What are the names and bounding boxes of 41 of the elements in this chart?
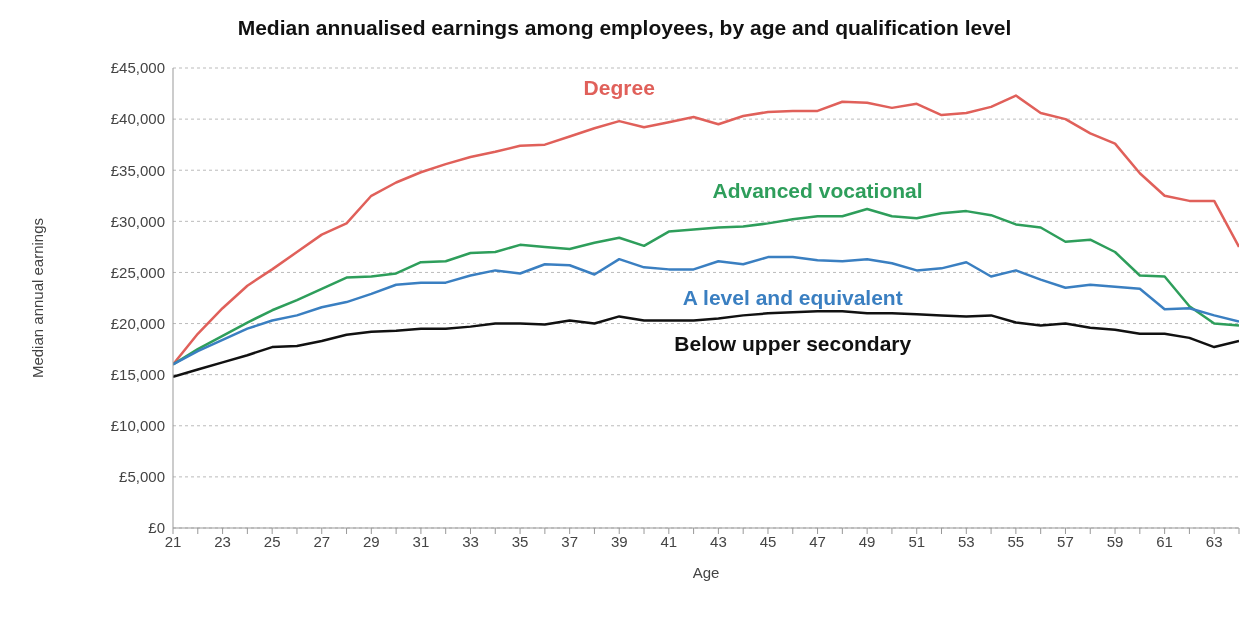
series-label: Below upper secondary bbox=[674, 332, 912, 356]
x-tick-label: 61 bbox=[1156, 532, 1173, 550]
x-tick-label: 47 bbox=[809, 532, 826, 550]
x-tick-label: 27 bbox=[313, 532, 331, 550]
y-tick-label: £25,000 bbox=[110, 263, 165, 281]
x-tick-label: 33 bbox=[462, 532, 479, 550]
line-series bbox=[173, 310, 1239, 378]
x-tick-label: 25 bbox=[263, 532, 281, 550]
x-tick-label: 49 bbox=[858, 532, 876, 550]
x-tick-label: 23 bbox=[214, 532, 231, 550]
x-tick-label: 53 bbox=[957, 532, 975, 550]
x-tick-label: 35 bbox=[511, 532, 529, 550]
y-tick-label: £20,000 bbox=[110, 314, 165, 332]
x-tick-label: 31 bbox=[412, 532, 430, 550]
x-tick-label: 59 bbox=[1106, 532, 1124, 550]
x-tick-label: 45 bbox=[759, 532, 777, 550]
y-tick-label: £40,000 bbox=[110, 110, 165, 128]
x-tick-label: 29 bbox=[362, 532, 380, 550]
x-tick-label: 39 bbox=[610, 532, 628, 550]
x-axis-title: Age bbox=[692, 564, 720, 581]
x-tick-label: 37 bbox=[561, 532, 578, 550]
series-label: Advanced vocational bbox=[712, 178, 923, 203]
y-axis-title: Median annual earnings bbox=[29, 217, 47, 379]
y-tick-label: £15,000 bbox=[110, 365, 165, 383]
y-tick-label: £35,000 bbox=[110, 161, 165, 179]
x-tick-label: 21 bbox=[164, 532, 182, 550]
y-tick-label: £45,000 bbox=[110, 59, 165, 77]
y-tick-label: £5,000 bbox=[119, 468, 165, 486]
x-tick-label: 43 bbox=[710, 532, 727, 550]
x-tick-label: 55 bbox=[1007, 532, 1025, 550]
x-tick-label: 63 bbox=[1205, 532, 1223, 550]
y-tick-label: £30,000 bbox=[110, 212, 165, 230]
x-tick-label: 51 bbox=[908, 532, 926, 550]
series-label: A level and equivalent bbox=[682, 286, 903, 310]
x-tick-label: 57 bbox=[1057, 532, 1074, 550]
y-tick-label: £0 bbox=[148, 519, 165, 537]
line-series bbox=[173, 255, 1239, 366]
x-tick-label: 41 bbox=[660, 532, 678, 550]
series-label: Degree bbox=[583, 76, 655, 101]
y-tick-label: £10,000 bbox=[110, 417, 165, 435]
chart-title: Median annualised earnings among employees, by age and qualification level bbox=[236, 16, 1013, 40]
